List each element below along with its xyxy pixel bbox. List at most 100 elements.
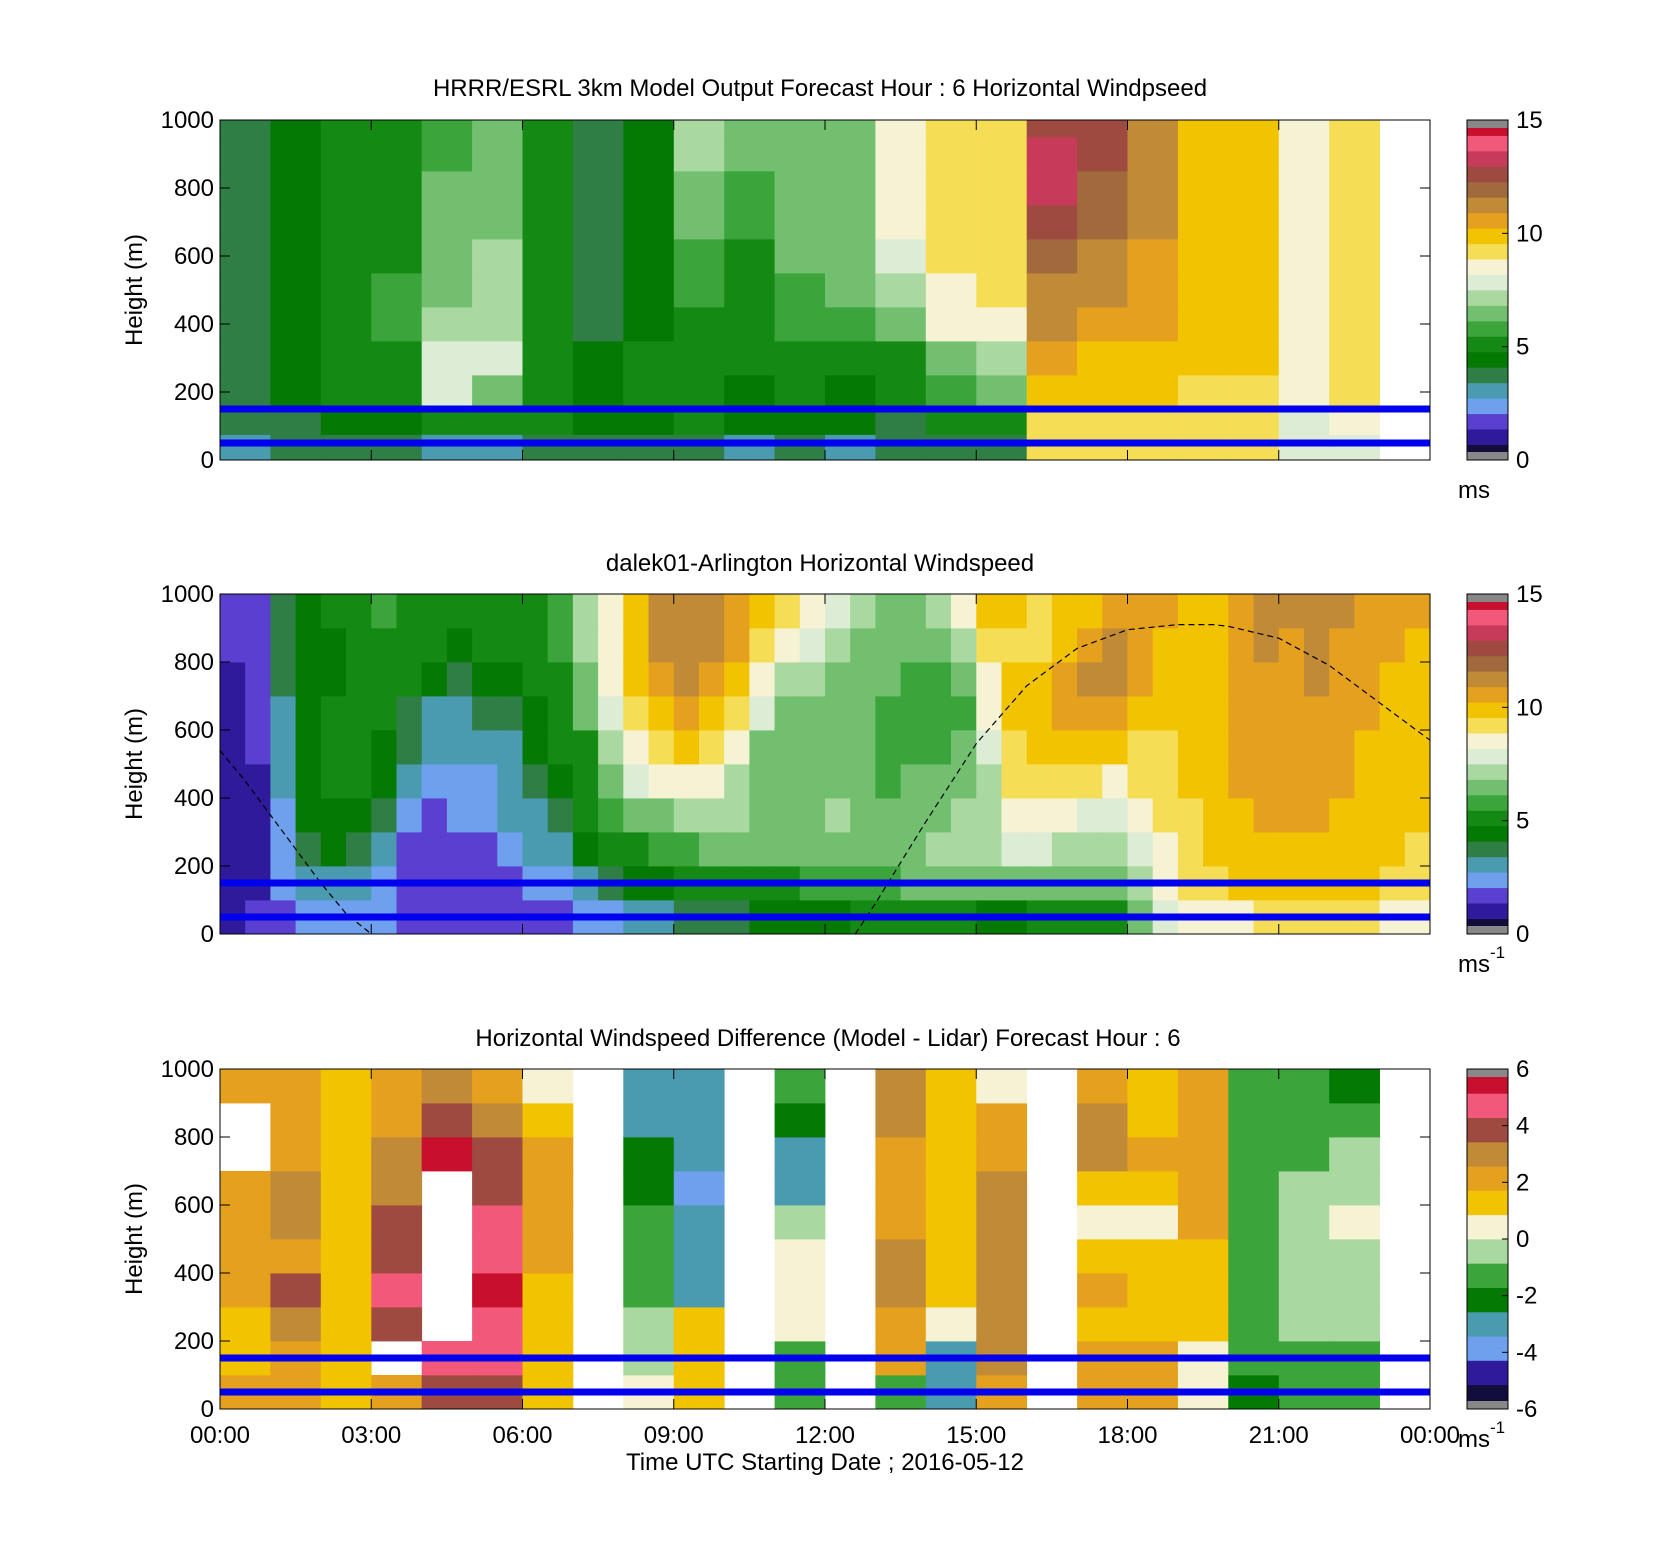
heatmap-cell <box>1228 696 1254 731</box>
heatmap-cell <box>1228 137 1280 172</box>
heatmap-cell <box>976 273 1028 308</box>
panel-difference: Horizontal Windspeed Difference (Model -… <box>121 1025 1537 1476</box>
heatmap-cell <box>724 662 750 697</box>
colorbar-band <box>1467 305 1508 322</box>
heatmap-cell <box>925 1205 977 1240</box>
heatmap-cell <box>295 832 322 867</box>
heatmap-cell <box>749 696 775 731</box>
heatmap-cell <box>1077 1069 1128 1104</box>
heatmap-cell <box>673 628 700 663</box>
heatmap-cell <box>1077 1103 1128 1138</box>
heatmap-cell <box>346 798 372 833</box>
heatmap-cell <box>875 273 927 308</box>
heatmap-cell <box>446 594 473 629</box>
heatmap-cell <box>648 730 675 765</box>
heatmap-cell <box>976 798 1002 833</box>
heatmap-cell <box>446 628 473 663</box>
heatmap-cell <box>522 1205 574 1240</box>
heatmap-cell <box>799 628 826 663</box>
colorbar-band <box>1467 290 1508 306</box>
heatmap-cell <box>875 1171 927 1206</box>
heatmap-cell <box>875 1307 927 1342</box>
heatmap-cell <box>724 375 775 410</box>
heatmap-cell <box>220 832 246 867</box>
heatmap-cell <box>371 205 423 240</box>
heatmap-cell <box>1177 341 1229 376</box>
heatmap-cell <box>446 730 473 765</box>
heatmap-cell <box>875 307 927 342</box>
heatmap-cell <box>875 696 901 731</box>
heatmap-cell <box>1304 628 1330 663</box>
heatmap-cell <box>673 171 725 206</box>
heatmap-cell <box>220 628 246 663</box>
heatmap-cell <box>875 1205 927 1240</box>
heatmap-cell <box>1077 120 1128 138</box>
heatmap-cell <box>774 696 801 731</box>
heatmap-cell <box>1278 375 1330 410</box>
heatmap-cell <box>1379 798 1406 833</box>
heatmap-cell <box>421 307 473 342</box>
heatmap-cell <box>522 764 549 799</box>
heatmap-cell <box>371 696 397 731</box>
heatmap-cell <box>623 1239 675 1274</box>
heatmap-cell <box>1127 137 1179 172</box>
colorbar-band <box>1467 748 1508 765</box>
heatmap-cell <box>522 1171 574 1206</box>
heatmap-cell <box>1026 628 1053 663</box>
heatmap-cell <box>1177 1137 1229 1172</box>
heatmap-cell <box>1077 137 1128 172</box>
heatmap-cell <box>925 171 977 206</box>
heatmap-cell <box>320 730 347 765</box>
heatmap-cell <box>598 832 624 867</box>
heatmap-cell <box>421 594 448 629</box>
heatmap-cell <box>1228 628 1254 663</box>
heatmap-cell <box>320 832 347 867</box>
heatmap-cell <box>850 628 876 663</box>
heatmap-cell <box>976 1273 1028 1308</box>
heatmap-cell <box>1177 375 1229 410</box>
heatmap-cell <box>245 730 271 765</box>
heatmap-cell <box>1026 239 1078 274</box>
heatmap-cell <box>699 696 725 731</box>
y-tick-label: 400 <box>174 311 214 338</box>
y-tick-label: 0 <box>201 921 214 948</box>
heatmap-cell <box>572 832 599 867</box>
heatmap-cell <box>421 832 448 867</box>
heatmap-cell <box>1077 1205 1128 1240</box>
heatmap-cell <box>925 764 952 799</box>
heatmap-cell <box>1203 696 1229 731</box>
heatmap-cell <box>1228 273 1280 308</box>
heatmap-cell <box>522 696 549 731</box>
colorbar-band <box>1467 197 1508 214</box>
heatmap-cell <box>623 239 675 274</box>
colorbar-tick-label: 10 <box>1516 694 1543 721</box>
heatmap-cell <box>925 120 977 138</box>
heatmap-cell <box>522 628 549 663</box>
heatmap-cell <box>1127 434 1179 461</box>
heatmap-cell <box>1001 628 1028 663</box>
heatmap-cell <box>572 120 624 138</box>
heatmap-cell <box>774 273 826 308</box>
heatmap-cell <box>1102 832 1128 867</box>
heatmap-cell <box>371 137 423 172</box>
heatmap-cell <box>976 341 1028 376</box>
heatmap-cell <box>1278 696 1305 731</box>
heatmap-cell <box>1077 171 1128 206</box>
heatmap-cell <box>472 1307 523 1342</box>
colorbar-tick-label: 10 <box>1516 220 1543 247</box>
heatmap-cell <box>270 120 322 138</box>
heatmap-cell <box>825 594 851 629</box>
heatmap-cell <box>1127 1205 1179 1240</box>
heatmap-cell <box>1051 594 1078 629</box>
heatmap-cell <box>1228 1171 1280 1206</box>
heatmap-cell <box>472 434 523 461</box>
heatmap-cell <box>799 662 826 697</box>
heatmap-cell <box>472 137 523 172</box>
heatmap-cell <box>1379 594 1406 629</box>
heatmap-cell <box>623 764 649 799</box>
heatmap-cell <box>1026 662 1053 697</box>
heatmap-cell <box>1253 798 1280 833</box>
heatmap-cell <box>1102 764 1128 799</box>
heatmap-cell <box>875 1239 927 1274</box>
heatmap-cell <box>1077 434 1128 461</box>
